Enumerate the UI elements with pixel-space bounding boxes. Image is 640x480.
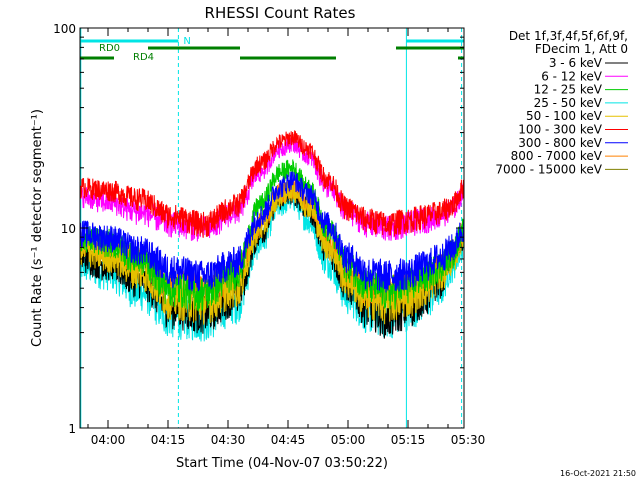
legend-label: 100 - 300 keV bbox=[518, 123, 602, 137]
legend-header-line-1: Det 1f,3f,4f,5f,6f,9f, bbox=[509, 29, 628, 43]
y-tick-label: 10 bbox=[61, 222, 76, 236]
chart-title: RHESSI Count Rates bbox=[205, 4, 356, 22]
flag-label-rd4: RD4 bbox=[133, 52, 154, 63]
legend-label: 300 - 800 keV bbox=[518, 136, 602, 150]
y-axis-label: Count Rate (s⁻¹ detector segment⁻¹) bbox=[30, 109, 45, 347]
series-lines bbox=[80, 130, 464, 342]
timestamp: 16-Oct-2021 21:50 bbox=[560, 469, 636, 478]
series-line-100-300-kev bbox=[80, 130, 464, 238]
legend-label: 7000 - 15000 keV bbox=[495, 162, 602, 176]
flag-label-rd0: RD0 bbox=[99, 43, 120, 54]
series-line-300-800-kev bbox=[80, 171, 464, 293]
y-axis-ticks: 1 10 100 bbox=[53, 22, 464, 436]
legend-label: 12 - 25 keV bbox=[534, 83, 603, 97]
x-tick-label: 04:00 bbox=[91, 433, 126, 447]
legend-label: 3 - 6 keV bbox=[549, 56, 603, 70]
legend-header-line-2: FDecim 1, Att 0 bbox=[535, 42, 628, 56]
flag-label-n: N bbox=[183, 36, 190, 47]
legend: Det 1f,3f,4f,5f,6f,9f, FDecim 1, Att 0 3… bbox=[495, 29, 628, 176]
x-tick-label: 05:00 bbox=[331, 433, 366, 447]
flag-bars: N RD0 RD4 bbox=[80, 36, 464, 63]
x-tick-label: 04:15 bbox=[151, 433, 186, 447]
legend-label: 6 - 12 keV bbox=[541, 69, 603, 83]
x-axis-ticks: 04:00 04:15 04:30 04:45 05:00 05:15 05:30 bbox=[87, 28, 486, 447]
x-axis-label: Start Time (04-Nov-07 03:50:22) bbox=[176, 456, 388, 471]
x-tick-label: 04:45 bbox=[271, 433, 306, 447]
legend-label: 25 - 50 keV bbox=[534, 96, 603, 110]
legend-label: 50 - 100 keV bbox=[526, 109, 603, 123]
x-tick-label: 05:15 bbox=[391, 433, 426, 447]
legend-label: 800 - 7000 keV bbox=[511, 149, 603, 163]
y-tick-label: 1 bbox=[68, 422, 76, 436]
series-line-50-100-kev bbox=[80, 179, 464, 325]
x-tick-label: 04:30 bbox=[211, 433, 246, 447]
x-tick-label: 05:30 bbox=[451, 433, 486, 447]
y-tick-label: 100 bbox=[53, 22, 76, 36]
